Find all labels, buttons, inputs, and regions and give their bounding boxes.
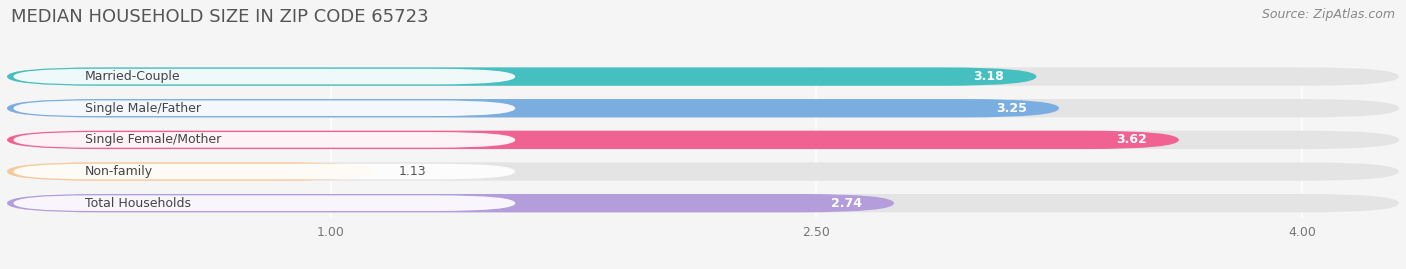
- FancyBboxPatch shape: [7, 162, 373, 181]
- Text: 3.62: 3.62: [1116, 133, 1146, 146]
- Text: Non-family: Non-family: [84, 165, 153, 178]
- FancyBboxPatch shape: [7, 131, 1178, 149]
- Text: 1.13: 1.13: [399, 165, 426, 178]
- Text: 3.25: 3.25: [995, 102, 1026, 115]
- FancyBboxPatch shape: [14, 195, 515, 211]
- FancyBboxPatch shape: [7, 68, 1036, 86]
- FancyBboxPatch shape: [7, 194, 894, 212]
- Text: Total Households: Total Households: [84, 197, 191, 210]
- FancyBboxPatch shape: [7, 131, 1399, 149]
- FancyBboxPatch shape: [14, 69, 515, 84]
- Text: Source: ZipAtlas.com: Source: ZipAtlas.com: [1261, 8, 1395, 21]
- Text: Single Female/Mother: Single Female/Mother: [84, 133, 221, 146]
- Text: Single Male/Father: Single Male/Father: [84, 102, 201, 115]
- Text: Married-Couple: Married-Couple: [84, 70, 180, 83]
- FancyBboxPatch shape: [7, 99, 1059, 117]
- Text: 2.74: 2.74: [831, 197, 862, 210]
- Text: 3.18: 3.18: [973, 70, 1004, 83]
- FancyBboxPatch shape: [7, 99, 1399, 117]
- Text: MEDIAN HOUSEHOLD SIZE IN ZIP CODE 65723: MEDIAN HOUSEHOLD SIZE IN ZIP CODE 65723: [11, 8, 429, 26]
- FancyBboxPatch shape: [7, 68, 1399, 86]
- FancyBboxPatch shape: [14, 164, 515, 179]
- FancyBboxPatch shape: [14, 100, 515, 116]
- FancyBboxPatch shape: [7, 194, 1399, 212]
- FancyBboxPatch shape: [7, 162, 1399, 181]
- FancyBboxPatch shape: [14, 132, 515, 148]
